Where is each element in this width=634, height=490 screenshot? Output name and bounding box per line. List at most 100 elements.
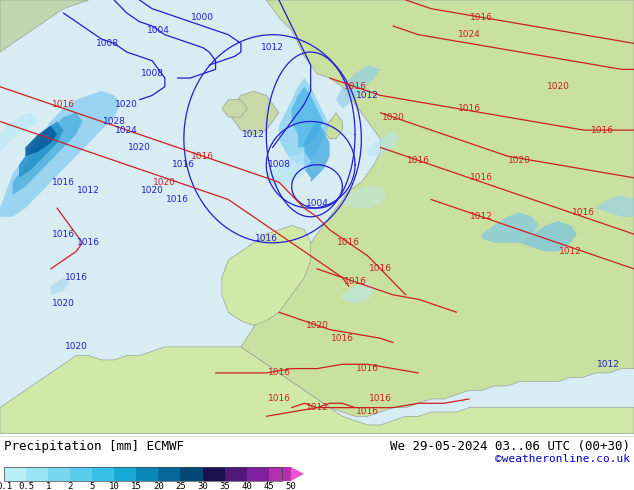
Text: 1000: 1000 (191, 13, 214, 22)
Text: 1016: 1016 (369, 265, 392, 273)
Text: 1016: 1016 (65, 273, 87, 282)
Polygon shape (13, 113, 82, 195)
Text: 1020: 1020 (382, 113, 404, 122)
Bar (92, 467, 114, 481)
Text: 1016: 1016 (268, 368, 290, 377)
Bar (4, 467, 282, 481)
Text: 10: 10 (109, 482, 120, 490)
Text: 1016: 1016 (572, 208, 595, 217)
Bar (114, 467, 136, 481)
Bar (224, 467, 247, 481)
Text: 5: 5 (89, 482, 95, 490)
Text: 1020: 1020 (508, 156, 531, 165)
Text: 1020: 1020 (306, 321, 328, 330)
Polygon shape (241, 0, 634, 416)
Polygon shape (222, 100, 247, 117)
Polygon shape (304, 122, 330, 182)
Bar (181, 467, 202, 481)
Text: 1016: 1016 (191, 151, 214, 161)
Text: 1016: 1016 (356, 408, 379, 416)
Text: 1020: 1020 (115, 99, 138, 109)
Text: 1016: 1016 (407, 156, 430, 165)
Polygon shape (0, 0, 89, 52)
Polygon shape (0, 0, 634, 434)
Text: 1016: 1016 (52, 178, 75, 187)
Polygon shape (25, 126, 57, 156)
Text: 1016: 1016 (344, 277, 366, 286)
Polygon shape (336, 65, 380, 108)
Text: 1012: 1012 (77, 186, 100, 196)
Polygon shape (0, 91, 120, 217)
Text: 1016: 1016 (458, 104, 481, 113)
Bar (4, 467, 26, 481)
Text: 30: 30 (197, 482, 208, 490)
Text: 1004: 1004 (306, 199, 328, 208)
Text: 1016: 1016 (591, 125, 614, 135)
Polygon shape (0, 347, 634, 434)
Bar (48, 467, 70, 481)
Text: 1016: 1016 (52, 99, 75, 109)
Polygon shape (266, 152, 311, 187)
Text: 1016: 1016 (470, 173, 493, 182)
Text: 1016: 1016 (356, 364, 379, 373)
Text: 1012: 1012 (261, 43, 284, 52)
Text: 1008: 1008 (141, 69, 164, 78)
Text: 1: 1 (46, 482, 51, 490)
Polygon shape (342, 187, 387, 208)
Bar (70, 467, 92, 481)
Polygon shape (291, 467, 304, 481)
Bar (136, 467, 158, 481)
Text: 25: 25 (175, 482, 186, 490)
Text: 1020: 1020 (547, 82, 569, 91)
Text: 35: 35 (219, 482, 230, 490)
Text: 1016: 1016 (166, 195, 189, 204)
Text: 1008: 1008 (96, 39, 119, 48)
Polygon shape (342, 282, 374, 304)
Text: 20: 20 (153, 482, 164, 490)
Bar (269, 467, 291, 481)
Polygon shape (292, 87, 323, 147)
Polygon shape (51, 277, 70, 295)
Text: 1028: 1028 (103, 117, 126, 126)
Text: 1016: 1016 (331, 334, 354, 343)
Polygon shape (596, 195, 634, 217)
Text: 1024: 1024 (115, 125, 138, 135)
Text: 0.5: 0.5 (18, 482, 34, 490)
Text: 1016: 1016 (470, 13, 493, 22)
Text: 1016: 1016 (77, 238, 100, 247)
Text: We 29-05-2024 03..06 UTC (00+30): We 29-05-2024 03..06 UTC (00+30) (390, 440, 630, 453)
Text: 2: 2 (67, 482, 73, 490)
Text: 1016: 1016 (255, 234, 278, 243)
Bar (158, 467, 181, 481)
Text: 1016: 1016 (52, 230, 75, 239)
Text: 1016: 1016 (344, 82, 366, 91)
Text: 1008: 1008 (268, 160, 290, 169)
Text: 1016: 1016 (337, 238, 360, 247)
Polygon shape (279, 78, 330, 165)
Polygon shape (482, 213, 539, 243)
Bar (202, 467, 224, 481)
Polygon shape (520, 221, 577, 251)
Text: 0.1: 0.1 (0, 482, 12, 490)
Text: 15: 15 (131, 482, 142, 490)
Text: 1020: 1020 (128, 143, 151, 152)
Bar (26, 467, 48, 481)
Text: 1012: 1012 (470, 212, 493, 221)
Text: 1012: 1012 (559, 247, 582, 256)
Text: 1016: 1016 (268, 394, 290, 403)
Polygon shape (19, 122, 63, 178)
Text: 50: 50 (285, 482, 296, 490)
Text: 1024: 1024 (458, 30, 481, 39)
Text: 1016: 1016 (369, 394, 392, 403)
Polygon shape (323, 113, 342, 139)
Text: Precipitation [mm] ECMWF: Precipitation [mm] ECMWF (4, 440, 184, 453)
Text: 1012: 1012 (597, 360, 620, 369)
Polygon shape (0, 113, 38, 152)
Polygon shape (222, 225, 311, 325)
Text: 1020: 1020 (65, 343, 87, 351)
Text: 1004: 1004 (147, 26, 170, 35)
Polygon shape (368, 130, 399, 156)
Text: 40: 40 (242, 482, 252, 490)
Polygon shape (228, 91, 279, 134)
Text: 45: 45 (263, 482, 274, 490)
